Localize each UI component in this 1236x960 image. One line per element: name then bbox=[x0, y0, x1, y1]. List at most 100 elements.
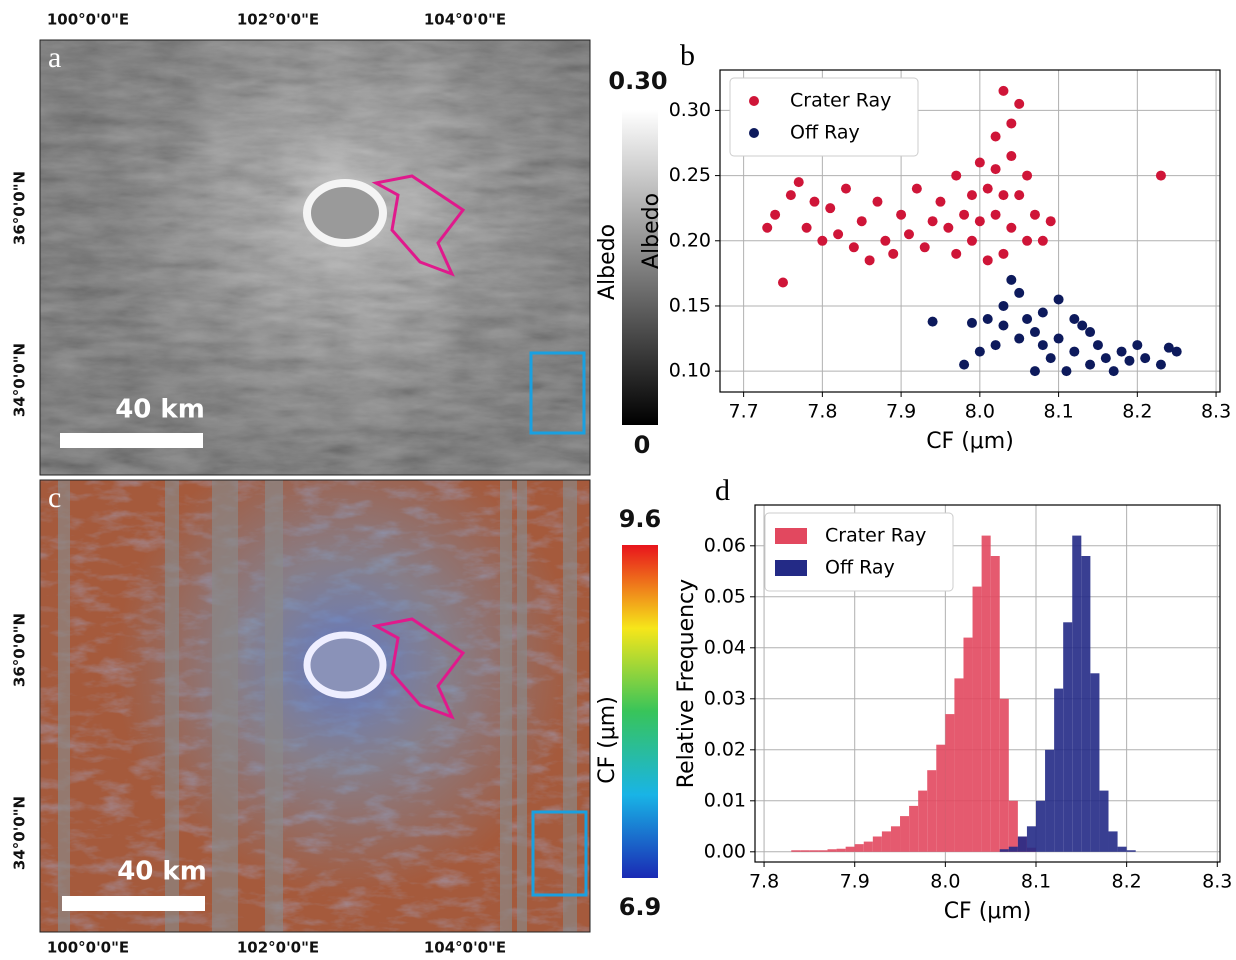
scatter-point bbox=[983, 184, 993, 194]
histogram-bar bbox=[1009, 847, 1018, 852]
histogram-bar bbox=[800, 850, 809, 852]
histogram-bar bbox=[855, 844, 864, 852]
scatter-point bbox=[991, 210, 1001, 220]
histogram-bar bbox=[936, 745, 945, 852]
legend-marker bbox=[749, 128, 759, 138]
scatter-point bbox=[983, 314, 993, 324]
longitude-label: 102°0'0"E bbox=[237, 939, 319, 957]
scatter-point bbox=[1022, 236, 1032, 246]
histogram-bar bbox=[1109, 831, 1118, 851]
scatter-point bbox=[998, 86, 1008, 96]
histogram-bar bbox=[837, 849, 846, 852]
scatter-point bbox=[888, 249, 898, 259]
scatter-point bbox=[904, 229, 914, 239]
legend-marker bbox=[775, 528, 807, 544]
scatter-point bbox=[1085, 327, 1095, 337]
longitude-label: 104°0'0"E bbox=[424, 939, 506, 957]
scatter-point bbox=[849, 242, 859, 252]
histogram-bar bbox=[927, 770, 936, 852]
scatter-point bbox=[983, 255, 993, 265]
scatter-point bbox=[951, 171, 961, 181]
scale-bar-label: 40 km bbox=[117, 857, 207, 887]
y-axis-label: Relative Frequency bbox=[674, 579, 699, 788]
histogram-bar bbox=[1018, 837, 1027, 852]
histogram-bar bbox=[828, 849, 837, 852]
histogram-bar bbox=[1045, 750, 1054, 852]
scatter-point bbox=[975, 216, 985, 226]
scatter-point bbox=[825, 203, 835, 213]
scatter-point bbox=[857, 216, 867, 226]
scatter-point bbox=[1030, 366, 1040, 376]
scatter-point bbox=[1006, 275, 1016, 285]
scatter-point bbox=[809, 197, 819, 207]
scatter-point bbox=[1101, 353, 1111, 363]
y-tick-label: 0.25 bbox=[669, 164, 711, 186]
scatter-point bbox=[1156, 360, 1166, 370]
histogram-bar bbox=[973, 587, 982, 852]
colorbar-min: 6.9 bbox=[619, 893, 662, 921]
histogram-bar bbox=[982, 536, 991, 852]
legend-marker bbox=[749, 96, 759, 106]
colorbar-min: 0 bbox=[634, 431, 651, 459]
histogram-bar bbox=[1081, 556, 1090, 852]
scatter-point bbox=[1140, 353, 1150, 363]
scatter-point bbox=[1030, 327, 1040, 337]
scatter-point bbox=[1022, 171, 1032, 181]
scatter-point bbox=[975, 158, 985, 168]
panel-label: c bbox=[48, 481, 61, 514]
latitude-label: 36°0'0"N bbox=[11, 171, 29, 245]
scatter-point bbox=[1109, 366, 1119, 376]
histogram-bar bbox=[991, 556, 1000, 852]
scatter-point bbox=[1054, 294, 1064, 304]
legend-label: Crater Ray bbox=[790, 90, 891, 112]
histogram-bar bbox=[1118, 847, 1127, 852]
scatter-point bbox=[1038, 236, 1048, 246]
scatter-point bbox=[841, 184, 851, 194]
scatter-point bbox=[959, 210, 969, 220]
scatter-point bbox=[998, 249, 1008, 259]
scatter-point bbox=[959, 360, 969, 370]
scatter-point bbox=[935, 197, 945, 207]
scatter-point bbox=[1054, 334, 1064, 344]
y-tick-label: 0.06 bbox=[704, 534, 746, 556]
scatter-point bbox=[1022, 314, 1032, 324]
scatter-point bbox=[1132, 340, 1142, 350]
scatter-point bbox=[1038, 340, 1048, 350]
y-tick-label: 0.10 bbox=[669, 360, 711, 382]
histogram-bar bbox=[963, 638, 972, 852]
histogram-bar bbox=[882, 831, 891, 851]
x-tick-label: 8.1 bbox=[1043, 401, 1073, 423]
scatter-point bbox=[928, 216, 938, 226]
y-tick-label: 0.03 bbox=[704, 687, 746, 709]
x-tick-label: 8.0 bbox=[965, 401, 995, 423]
scatter-point bbox=[998, 301, 1008, 311]
colorbar bbox=[622, 545, 658, 878]
histogram-bar bbox=[1072, 536, 1081, 852]
scatter-point bbox=[1014, 334, 1024, 344]
scatter-point bbox=[920, 242, 930, 252]
histogram-bar bbox=[1127, 850, 1136, 852]
legend-label: Crater Ray bbox=[825, 525, 926, 547]
y-axis-label: Albedo bbox=[639, 193, 664, 269]
y-tick-label: 0.02 bbox=[704, 738, 746, 760]
x-tick-label: 8.1 bbox=[1021, 871, 1051, 893]
scatter-point bbox=[1172, 347, 1182, 357]
y-tick-label: 0.20 bbox=[669, 229, 711, 251]
x-tick-label: 7.8 bbox=[749, 871, 779, 893]
scatter-point bbox=[1077, 321, 1087, 331]
scatter-point bbox=[778, 277, 788, 287]
longitude-label: 102°0'0"E bbox=[237, 11, 319, 29]
panel-label: a bbox=[48, 41, 61, 74]
histogram-bar bbox=[1000, 699, 1009, 852]
scatter-point bbox=[1069, 314, 1079, 324]
longitude-label: 100°0'0"E bbox=[47, 939, 129, 957]
histogram-bar bbox=[864, 842, 873, 852]
scatter-point bbox=[880, 236, 890, 246]
colorbar-max: 0.30 bbox=[608, 67, 667, 95]
scatter-point bbox=[1030, 210, 1040, 220]
panel-label: d bbox=[715, 474, 730, 507]
x-tick-label: 7.7 bbox=[729, 401, 759, 423]
y-tick-label: 0.01 bbox=[704, 789, 746, 811]
scatter-point bbox=[1006, 151, 1016, 161]
latitude-label: 34°0'0"N bbox=[11, 343, 29, 417]
